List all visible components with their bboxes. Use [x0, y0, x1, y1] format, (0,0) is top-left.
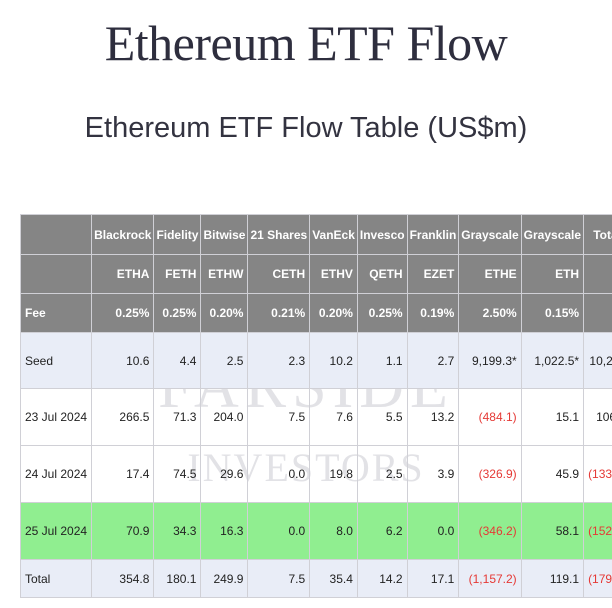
- total-cell-negative: (179.1): [583, 559, 612, 598]
- row-label: Total: [19, 559, 93, 598]
- flow-cell: 3.9: [406, 445, 460, 503]
- issuer-header-row: Blackrock Fidelity Bitwise 21 Shares Van…: [19, 214, 612, 255]
- flow-cell: 6.2: [356, 502, 408, 560]
- flow-cell: 2.7: [406, 332, 460, 389]
- flow-cell: 29.6: [200, 445, 249, 503]
- ticker-cell: ETHE: [458, 254, 522, 294]
- issuer-header-21shares: 21 Shares: [247, 214, 311, 255]
- flow-cell: 15.1: [520, 388, 585, 446]
- fee-cell: 0.19%: [406, 293, 460, 333]
- ticker-cell: [583, 254, 612, 294]
- fee-cell: 0.15%: [520, 293, 585, 333]
- flow-cell: 74.5: [153, 445, 202, 503]
- flow-cell: 2.3: [247, 332, 311, 389]
- issuer-header-franklin: Franklin: [406, 214, 460, 255]
- flow-row-23-jul-2024: 23 Jul 2024 266.5 71.3 204.0 7.5 7.6 5.5…: [19, 388, 612, 446]
- flow-cell: 354.8: [91, 559, 155, 598]
- flow-cell: 70.9: [91, 502, 155, 560]
- flow-row-24-jul-2024: 24 Jul 2024 17.4 74.5 29.6 0.0 19.8 2.5 …: [19, 445, 612, 503]
- flow-cell: 7.5: [247, 388, 311, 446]
- flow-cell-negative: (484.1): [458, 388, 522, 446]
- ticker-cell: EZET: [406, 254, 460, 294]
- flow-cell: 9,199.3*: [458, 332, 522, 389]
- flow-cell: 14.2: [356, 559, 408, 598]
- total-cell: 106.6: [583, 388, 612, 446]
- header-corner-cell: [19, 214, 93, 255]
- total-row: Total 354.8 180.1 249.9 7.5 35.4 14.2 17…: [19, 559, 612, 598]
- issuer-header-grayscale-ethe: Grayscale: [458, 214, 522, 255]
- ticker-cell: FETH: [153, 254, 202, 294]
- flow-cell: 5.5: [356, 388, 408, 446]
- seed-row: Seed 10.6 4.4 2.5 2.3 10.2 1.1 2.7 9,199…: [19, 332, 612, 389]
- flow-cell: 8.0: [309, 502, 358, 560]
- ticker-header-row: ETHA FETH ETHW CETH ETHV QETH EZET ETHE …: [19, 254, 612, 294]
- issuer-header-fidelity: Fidelity: [153, 214, 202, 255]
- fee-cell: 0.25%: [91, 293, 155, 333]
- flow-cell: 204.0: [200, 388, 249, 446]
- ticker-cell: ETHA: [91, 254, 155, 294]
- fee-cell: 0.20%: [309, 293, 358, 333]
- flow-cell: 266.5: [91, 388, 155, 446]
- row-label: 23 Jul 2024: [19, 388, 93, 446]
- issuer-header-bitwise: Bitwise: [200, 214, 249, 255]
- flow-cell: 19.8: [309, 445, 358, 503]
- flow-cell-negative: (326.9): [458, 445, 522, 503]
- issuer-header-total: Total: [583, 214, 612, 255]
- flow-cell-negative: (346.2): [458, 502, 522, 560]
- issuer-header-vaneck: VanEck: [309, 214, 358, 255]
- fee-cell: 0.25%: [153, 293, 202, 333]
- issuer-header-blackrock: Blackrock: [91, 214, 155, 255]
- flow-cell: 10.6: [91, 332, 155, 389]
- issuer-header-grayscale-eth: Grayscale: [520, 214, 585, 255]
- flow-cell: 17.1: [406, 559, 460, 598]
- flow-cell: 119.1: [520, 559, 585, 598]
- flow-cell: 34.3: [153, 502, 202, 560]
- flow-cell: 2.5: [200, 332, 249, 389]
- total-cell-negative: (152.4): [583, 502, 612, 560]
- flow-cell-negative: (1,157.2): [458, 559, 522, 598]
- flow-cell: 1.1: [356, 332, 408, 389]
- flow-cell: 71.3: [153, 388, 202, 446]
- total-cell-negative: (133.3): [583, 445, 612, 503]
- ticker-cell: QETH: [356, 254, 408, 294]
- flow-cell: 17.4: [91, 445, 155, 503]
- fee-cell: 0.20%: [200, 293, 249, 333]
- flow-cell: 249.9: [200, 559, 249, 598]
- fee-cell: 0.21%: [247, 293, 311, 333]
- flow-cell: 13.2: [406, 388, 460, 446]
- ticker-cell: ETH: [520, 254, 585, 294]
- flow-cell: 1,022.5*: [520, 332, 585, 389]
- flow-cell: 2.5: [356, 445, 408, 503]
- ticker-cell: ETHV: [309, 254, 358, 294]
- row-label: Seed: [19, 332, 93, 389]
- flow-cell: 45.9: [520, 445, 585, 503]
- flow-cell: 35.4: [309, 559, 358, 598]
- flow-cell: 0.0: [247, 502, 311, 560]
- flow-cell: 10.2: [309, 332, 358, 389]
- flow-cell: 180.1: [153, 559, 202, 598]
- ticker-cell: CETH: [247, 254, 311, 294]
- flow-row-25-jul-2024: 25 Jul 2024 70.9 34.3 16.3 0.0 8.0 6.2 0…: [19, 502, 612, 560]
- flow-cell: 16.3: [200, 502, 249, 560]
- fee-row-label: Fee: [19, 293, 93, 333]
- ticker-cell: ETHW: [200, 254, 249, 294]
- etf-flow-table: Blackrock Fidelity Bitwise 21 Shares Van…: [19, 214, 612, 598]
- page-title: Ethereum ETF Flow: [104, 15, 508, 71]
- flow-cell: 58.1: [520, 502, 585, 560]
- flow-cell: 7.5: [247, 559, 311, 598]
- fee-cell: 2.50%: [458, 293, 522, 333]
- flow-cell: 0.0: [247, 445, 311, 503]
- flow-cell: 0.0: [406, 502, 460, 560]
- row-label: 25 Jul 2024: [19, 502, 93, 560]
- fee-cell: [583, 293, 612, 333]
- flow-cell: 4.4: [153, 332, 202, 389]
- total-cell: 10,255: [583, 332, 612, 389]
- ticker-corner-cell: [19, 254, 93, 294]
- flow-cell: 7.6: [309, 388, 358, 446]
- row-label: 24 Jul 2024: [19, 445, 93, 503]
- fee-cell: 0.25%: [356, 293, 408, 333]
- page-subtitle: Ethereum ETF Flow Table (US$m): [84, 112, 528, 144]
- issuer-header-invesco: Invesco: [356, 214, 408, 255]
- fee-row: Fee 0.25% 0.25% 0.20% 0.21% 0.20% 0.25% …: [19, 293, 612, 333]
